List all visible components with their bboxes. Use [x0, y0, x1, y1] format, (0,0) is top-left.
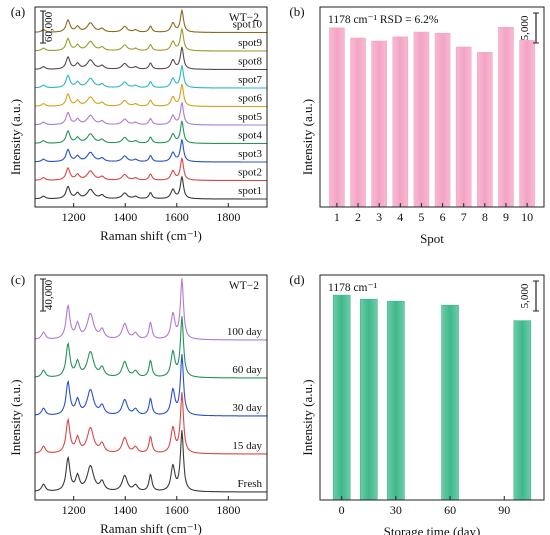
x-tick-label: 60 — [444, 503, 456, 517]
x-tick-label: 8 — [482, 210, 488, 224]
series-label: spot2 — [238, 167, 262, 179]
x-tick-label: 1200 — [62, 210, 86, 224]
bar — [513, 320, 532, 501]
x-tick-label: 1200 — [62, 503, 86, 517]
scale-bar-label: 60,000 — [43, 11, 55, 42]
bar — [371, 40, 387, 208]
panel-b: 1 2 3 4 5 6 7 8 9 10 5,000 1178 cm⁻¹ RSD = 6.2% (b) S… — [289, 4, 545, 246]
bar — [329, 27, 345, 208]
series-label: 30 day — [232, 402, 262, 414]
bar — [519, 40, 535, 208]
spectrum-line-100-day — [34, 278, 267, 341]
x-tick-label: 3 — [376, 210, 382, 224]
plot-frame — [34, 274, 268, 501]
series-label: 100 day — [227, 326, 263, 338]
x-tick-label: 6 — [440, 210, 446, 224]
series-label: Fresh — [238, 478, 263, 490]
scale-bar-label: 5,000 — [519, 15, 531, 40]
panel-c: Fresh 15 day 30 day 60 day 100 day 1200 1400 16… — [8, 272, 268, 535]
y-axis-label: Intensity (a.u.) — [8, 99, 23, 175]
chart-annotation: 1178 cm⁻¹ — [328, 282, 378, 294]
spectrum-line-spot7 — [35, 65, 267, 89]
panel-label: (c) — [11, 272, 25, 287]
bar — [350, 37, 366, 208]
x-tick-label: 1800 — [216, 210, 240, 224]
chart-annotation: WT−2 — [229, 12, 259, 24]
bar — [332, 294, 351, 501]
plot-frame — [319, 6, 545, 208]
bar — [359, 298, 378, 501]
x-tick-label: 1800 — [216, 503, 240, 517]
series-label: spot8 — [238, 56, 262, 68]
spectrum-line-60-day — [34, 316, 267, 379]
x-tick-label: 9 — [503, 210, 509, 224]
x-tick-label: 1600 — [165, 503, 189, 517]
spectrum-line-30-day — [34, 354, 267, 417]
spectrum-line-spot2 — [35, 157, 267, 182]
plot-frame — [34, 6, 268, 208]
panel-d: 0 30 60 90 5,000 1178 cm⁻¹ (d) Storage time (da… — [289, 272, 545, 535]
x-tick-label: 0 — [339, 503, 345, 517]
bar — [392, 36, 409, 208]
panel-label: (b) — [289, 4, 304, 19]
x-tick-label: 5 — [418, 210, 424, 224]
x-tick-label: 7 — [461, 210, 467, 224]
bar — [498, 26, 514, 208]
spectrum-line-spot9 — [35, 28, 267, 52]
plot-frame — [319, 274, 545, 501]
bar — [441, 304, 459, 501]
series-label: 60 day — [232, 364, 262, 376]
series-label: spot4 — [238, 130, 262, 142]
spectrum-line-spot3 — [35, 139, 267, 163]
series-label: spot9 — [238, 37, 262, 49]
scale-bar-label: 5,000 — [519, 283, 531, 308]
bar — [413, 31, 430, 208]
bar — [455, 46, 472, 208]
y-axis-label: Intensity (a.u.) — [8, 379, 23, 455]
spectrum-line-spot6 — [35, 83, 267, 108]
x-tick-label: 1400 — [113, 210, 137, 224]
spectrum-line-spot10 — [35, 9, 267, 34]
spectrum-line-spot4 — [35, 120, 267, 145]
x-tick-label: 90 — [498, 503, 510, 517]
series-label: spot7 — [238, 74, 262, 86]
series-label: spot1 — [238, 185, 262, 197]
spectrum-line-Fresh — [34, 430, 267, 493]
x-axis-label: Spot — [420, 231, 444, 246]
x-tick-label: 2 — [355, 210, 361, 224]
x-tick-label: 30 — [390, 503, 402, 517]
series-label: spot6 — [238, 93, 262, 105]
chart-annotation: 1178 cm⁻¹ RSD = 6.2% — [328, 14, 439, 26]
spectrum-line-15-day — [34, 392, 267, 455]
series-label: spot5 — [238, 111, 262, 123]
bar — [387, 300, 405, 501]
chart-annotation: WT−2 — [229, 280, 259, 292]
x-tick-label: 4 — [397, 210, 403, 224]
bar — [434, 32, 451, 208]
x-tick-label: 10 — [521, 210, 533, 224]
x-axis-label: Raman shift (cm⁻¹) — [100, 228, 202, 243]
x-axis-label: Raman shift (cm⁻¹) — [100, 521, 202, 535]
y-axis-label: Intensity (a.u.) — [300, 379, 315, 455]
bar — [477, 52, 493, 208]
x-tick-label: 1600 — [165, 210, 189, 224]
x-tick-label: 1400 — [113, 503, 137, 517]
panel-label: (a) — [11, 4, 25, 19]
spectrum-line-spot5 — [35, 102, 267, 126]
x-axis-label: Storage time (day) — [384, 524, 481, 535]
series-label: 15 day — [232, 440, 262, 452]
panel-label: (d) — [289, 272, 304, 287]
y-axis-label: Intensity (a.u.) — [300, 99, 315, 175]
spectrum-line-spot8 — [35, 46, 267, 71]
spectrum-line-spot1 — [35, 176, 267, 200]
series-label: spot3 — [238, 148, 262, 160]
panel-a: spot1 spot2 spot3 spot4 spot5 spot6 spot7 spot8… — [8, 4, 268, 243]
x-tick-label: 1 — [334, 210, 340, 224]
scale-bar-label: 40,000 — [43, 279, 55, 310]
series-label: spot10 — [233, 19, 263, 31]
